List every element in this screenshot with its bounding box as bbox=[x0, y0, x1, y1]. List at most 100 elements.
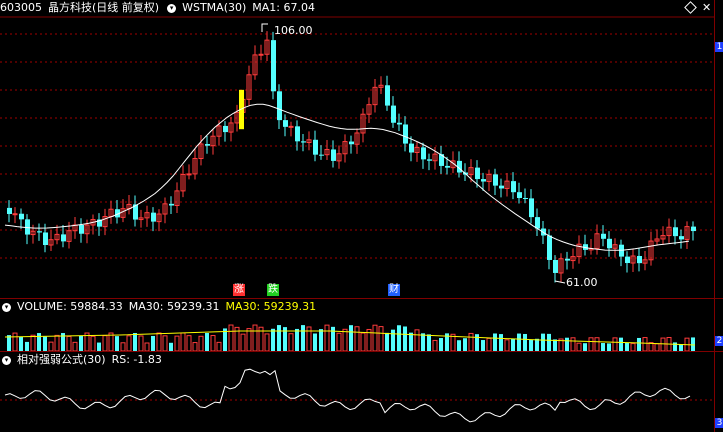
candle-body bbox=[445, 165, 450, 168]
volume-bar bbox=[295, 328, 299, 351]
indicator-toggle-icon[interactable]: ▾ bbox=[167, 3, 177, 13]
volume-bar bbox=[43, 336, 47, 351]
volume-bar bbox=[660, 337, 666, 352]
candle-body bbox=[288, 125, 294, 128]
candle-body bbox=[162, 203, 168, 215]
volume-bar bbox=[66, 335, 72, 352]
divider-price-volume bbox=[0, 298, 723, 299]
finance-tag[interactable]: 财 bbox=[388, 284, 400, 296]
candle-body bbox=[354, 132, 360, 145]
candle-body bbox=[331, 149, 336, 161]
volume-bar bbox=[576, 342, 582, 352]
volume-bar bbox=[133, 333, 137, 351]
volume-bar bbox=[486, 337, 492, 352]
indicator-name[interactable]: WSTMA(30) bbox=[182, 1, 247, 14]
candle-body bbox=[601, 233, 606, 239]
volume-bar bbox=[463, 338, 467, 351]
candle-body bbox=[79, 224, 84, 234]
candle-body bbox=[198, 143, 204, 160]
candle-body bbox=[372, 86, 378, 106]
candle-body bbox=[66, 230, 72, 242]
volume-toggle-icon[interactable]: ▾ bbox=[2, 302, 11, 312]
volume-bar bbox=[12, 332, 18, 352]
rs-panel[interactable]: ▾ 相对强弱公式(30) RS: -1.83 bbox=[0, 352, 714, 432]
volume-panel[interactable]: ▾ VOLUME: 59884.33 MA30: 59239.31 MA30: 592… bbox=[0, 299, 714, 351]
volume-bar bbox=[409, 332, 413, 351]
candle-body bbox=[349, 141, 354, 145]
volume-value: VOLUME: 59884.33 bbox=[17, 300, 123, 313]
candle-body bbox=[313, 139, 318, 155]
candle-body bbox=[12, 213, 18, 216]
volume-bar bbox=[205, 333, 209, 351]
rs-line bbox=[4, 368, 691, 423]
volume-bar bbox=[619, 337, 623, 351]
candle-body bbox=[180, 173, 186, 192]
scale-marker-1[interactable]: 1 bbox=[715, 42, 723, 52]
candle-body bbox=[421, 147, 426, 160]
volume-bar bbox=[445, 333, 449, 351]
fall-tag[interactable]: 跌 bbox=[267, 284, 279, 296]
rs-header: ▾ 相对强弱公式(30) RS: -1.83 bbox=[0, 352, 168, 368]
volume-bar bbox=[228, 324, 234, 352]
volume-bar bbox=[397, 325, 401, 351]
volume-header: ▾ VOLUME: 59884.33 MA30: 59239.31 MA30: 592… bbox=[0, 299, 322, 315]
candle-body bbox=[252, 54, 258, 76]
stock-name: 晶方科技(日线 前复权) bbox=[48, 1, 160, 14]
low-pointer bbox=[554, 280, 566, 284]
volume-bar bbox=[324, 324, 330, 352]
volume-bar bbox=[625, 342, 629, 351]
candle-body bbox=[277, 91, 282, 121]
close-icon[interactable]: ✕ bbox=[702, 1, 712, 14]
volume-bar bbox=[48, 341, 54, 352]
volume-bar bbox=[72, 341, 78, 352]
candle-body bbox=[583, 244, 588, 250]
scale-marker-2[interactable]: 2 bbox=[715, 336, 723, 346]
candle-body bbox=[84, 224, 90, 235]
volume-bar bbox=[565, 337, 569, 351]
candle-body bbox=[48, 239, 54, 246]
candle-body bbox=[625, 256, 630, 264]
volume-bar bbox=[144, 342, 150, 352]
volume-bar bbox=[630, 343, 636, 352]
candle-body bbox=[144, 212, 150, 219]
candle-body bbox=[210, 135, 216, 147]
ma-line bbox=[4, 103, 690, 251]
volume-bar bbox=[288, 333, 294, 352]
candle-body bbox=[174, 190, 180, 206]
volume-bar bbox=[283, 327, 287, 351]
volume-bar bbox=[126, 335, 132, 352]
volume-bar bbox=[372, 324, 378, 352]
candle-body bbox=[553, 259, 558, 273]
volume-ma30: MA30: 59239.31 bbox=[128, 300, 220, 313]
candle-body bbox=[301, 141, 306, 143]
volume-bar bbox=[378, 326, 384, 352]
candle-body bbox=[511, 181, 516, 193]
rs-value: RS: -1.83 bbox=[111, 353, 162, 366]
volume-bar bbox=[37, 333, 41, 351]
candle-body bbox=[499, 185, 504, 189]
candle-body bbox=[258, 53, 264, 56]
candle-body bbox=[607, 238, 612, 249]
candle-body bbox=[319, 154, 324, 156]
scale-marker-3[interactable]: 3 bbox=[715, 418, 723, 428]
candle-body bbox=[192, 158, 198, 175]
candle-body bbox=[517, 192, 522, 198]
candle-body bbox=[691, 226, 696, 232]
candle-body bbox=[397, 122, 402, 125]
high-price-label: 106.00 bbox=[274, 24, 313, 37]
price-panel[interactable]: 603005 晶方科技(日线 前复权) ▾ WSTMA(30) MA1: 67.04 ✕ bbox=[0, 0, 714, 300]
candle-body bbox=[414, 146, 420, 153]
volume-bar bbox=[151, 335, 155, 351]
candle-body bbox=[205, 144, 210, 146]
volume-bar bbox=[547, 333, 551, 351]
candle-body bbox=[133, 204, 138, 220]
rise-tag[interactable]: 涨 bbox=[233, 284, 245, 296]
volume-bar bbox=[529, 339, 533, 351]
rs-toggle-icon[interactable]: ▾ bbox=[2, 355, 11, 365]
candle-body bbox=[612, 244, 618, 249]
candle-body bbox=[432, 153, 438, 162]
right-scale-bar[interactable]: 1 2 3 bbox=[714, 0, 723, 432]
volume-bar bbox=[277, 325, 281, 351]
volume-bar bbox=[306, 326, 312, 352]
